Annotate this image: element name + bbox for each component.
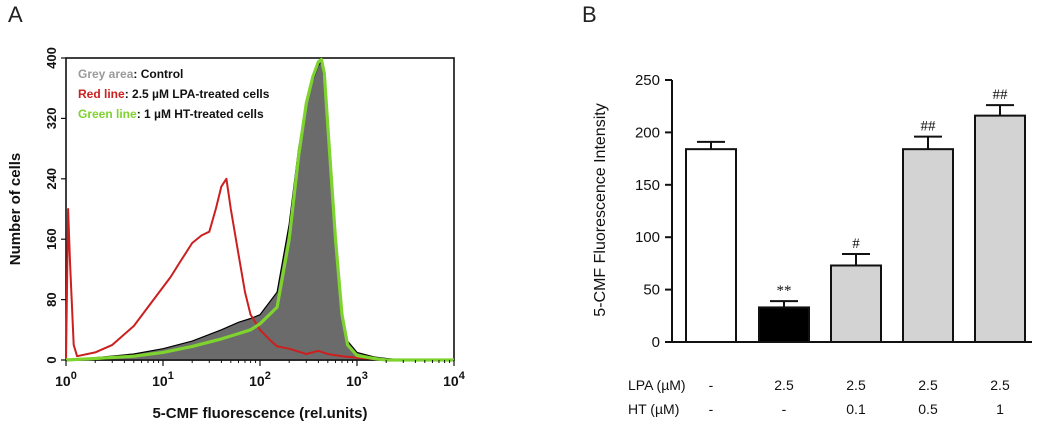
condition-value: 2.5 bbox=[990, 377, 1010, 393]
panel-b-letter: B bbox=[582, 2, 597, 27]
panel-a-letter: A bbox=[8, 2, 23, 27]
y-tick-label: 160 bbox=[44, 228, 59, 250]
condition-value: - bbox=[709, 401, 714, 417]
y-tick-label: 80 bbox=[44, 292, 59, 306]
bar bbox=[758, 306, 810, 343]
panel-b-bars: **##### bbox=[685, 87, 1026, 343]
y-tick-label: 320 bbox=[44, 108, 59, 130]
legend-key-control: Grey area bbox=[78, 67, 134, 81]
panel-a-y-ticks: 0 80 160 240 320 400 bbox=[44, 47, 66, 364]
condition-value: - bbox=[709, 377, 714, 393]
x-tick-label: 100 bbox=[55, 370, 77, 389]
condition-value: 1 bbox=[996, 401, 1004, 417]
y-tick-label: 400 bbox=[44, 47, 59, 69]
panel-a-histogram: 0 80 160 240 320 400 100 101 102 103 104 Number o… bbox=[7, 47, 466, 422]
condition-row-label: HT (µM) bbox=[628, 401, 679, 417]
panel-a-y-axis-label: Number of cells bbox=[7, 153, 24, 266]
legend-text-control: : Control bbox=[133, 67, 183, 81]
panel-b-condition-table: LPA (µM) - 2.5 2.5 2.5 2.5 HT (µM) - - 0.1 0.5 1 bbox=[628, 377, 1010, 417]
legend-entry-ht: Green line: 1 µM HT-treated cells bbox=[78, 107, 264, 121]
legend-entry-lpa: Red line: 2.5 µM LPA-treated cells bbox=[78, 87, 270, 101]
significance-marker: # bbox=[852, 236, 860, 252]
panel-a-series-group bbox=[65, 57, 454, 362]
condition-row-label: LPA (µM) bbox=[628, 377, 686, 393]
panel-b-bar-chart: 5-CMF Fluorescence Intensity 0 50 100 150 20… bbox=[592, 72, 1032, 417]
y-tick-label: 200 bbox=[635, 124, 660, 141]
legend-entry-control: Grey area: Control bbox=[78, 67, 183, 81]
panel-a-x-ticks: 100 101 102 103 104 bbox=[55, 360, 466, 389]
x-tick-label: 104 bbox=[443, 370, 466, 389]
bar bbox=[685, 148, 737, 343]
significance-marker: ## bbox=[993, 87, 1009, 103]
condition-value: 2.5 bbox=[774, 377, 794, 393]
x-tick-label: 103 bbox=[346, 370, 368, 389]
legend-text-lpa: : 2.5 µM LPA-treated cells bbox=[125, 87, 270, 101]
series-line-lpa bbox=[65, 177, 454, 361]
condition-value: 0.1 bbox=[846, 401, 866, 417]
condition-value: - bbox=[782, 401, 787, 417]
y-tick-label: 150 bbox=[635, 177, 660, 194]
panel-b-y-ticks: 0 50 100 150 200 250 bbox=[635, 72, 672, 351]
x-tick-label: 102 bbox=[249, 370, 271, 389]
y-tick-label: 50 bbox=[643, 282, 660, 299]
x-tick-label: 101 bbox=[152, 370, 174, 389]
bar bbox=[830, 264, 882, 343]
significance-marker: ** bbox=[777, 283, 792, 299]
y-tick-label: 250 bbox=[635, 72, 660, 89]
condition-value: 2.5 bbox=[918, 377, 938, 393]
legend-text-ht: : 1 µM HT-treated cells bbox=[137, 107, 264, 121]
y-tick-label: 0 bbox=[44, 356, 59, 363]
significance-marker: ## bbox=[921, 119, 937, 135]
bar bbox=[902, 148, 954, 343]
panel-b-y-axis-label: 5-CMF Fluorescence Intensity bbox=[592, 103, 609, 316]
legend-key-ht: Green line bbox=[78, 107, 137, 121]
legend-key-lpa: Red line bbox=[78, 87, 125, 101]
condition-value: 0.5 bbox=[918, 401, 938, 417]
condition-value: 2.5 bbox=[846, 377, 866, 393]
y-tick-label: 100 bbox=[635, 229, 660, 246]
y-tick-label: 0 bbox=[652, 334, 660, 351]
bar bbox=[974, 114, 1026, 343]
series-line-ht bbox=[65, 57, 454, 362]
y-tick-label: 240 bbox=[44, 168, 59, 190]
panel-a-legend: Grey area: Control Red line: 2.5 µM LPA-… bbox=[78, 67, 270, 121]
panel-a-x-axis-label: 5-CMF fluorescence (rel.units) bbox=[152, 405, 367, 422]
